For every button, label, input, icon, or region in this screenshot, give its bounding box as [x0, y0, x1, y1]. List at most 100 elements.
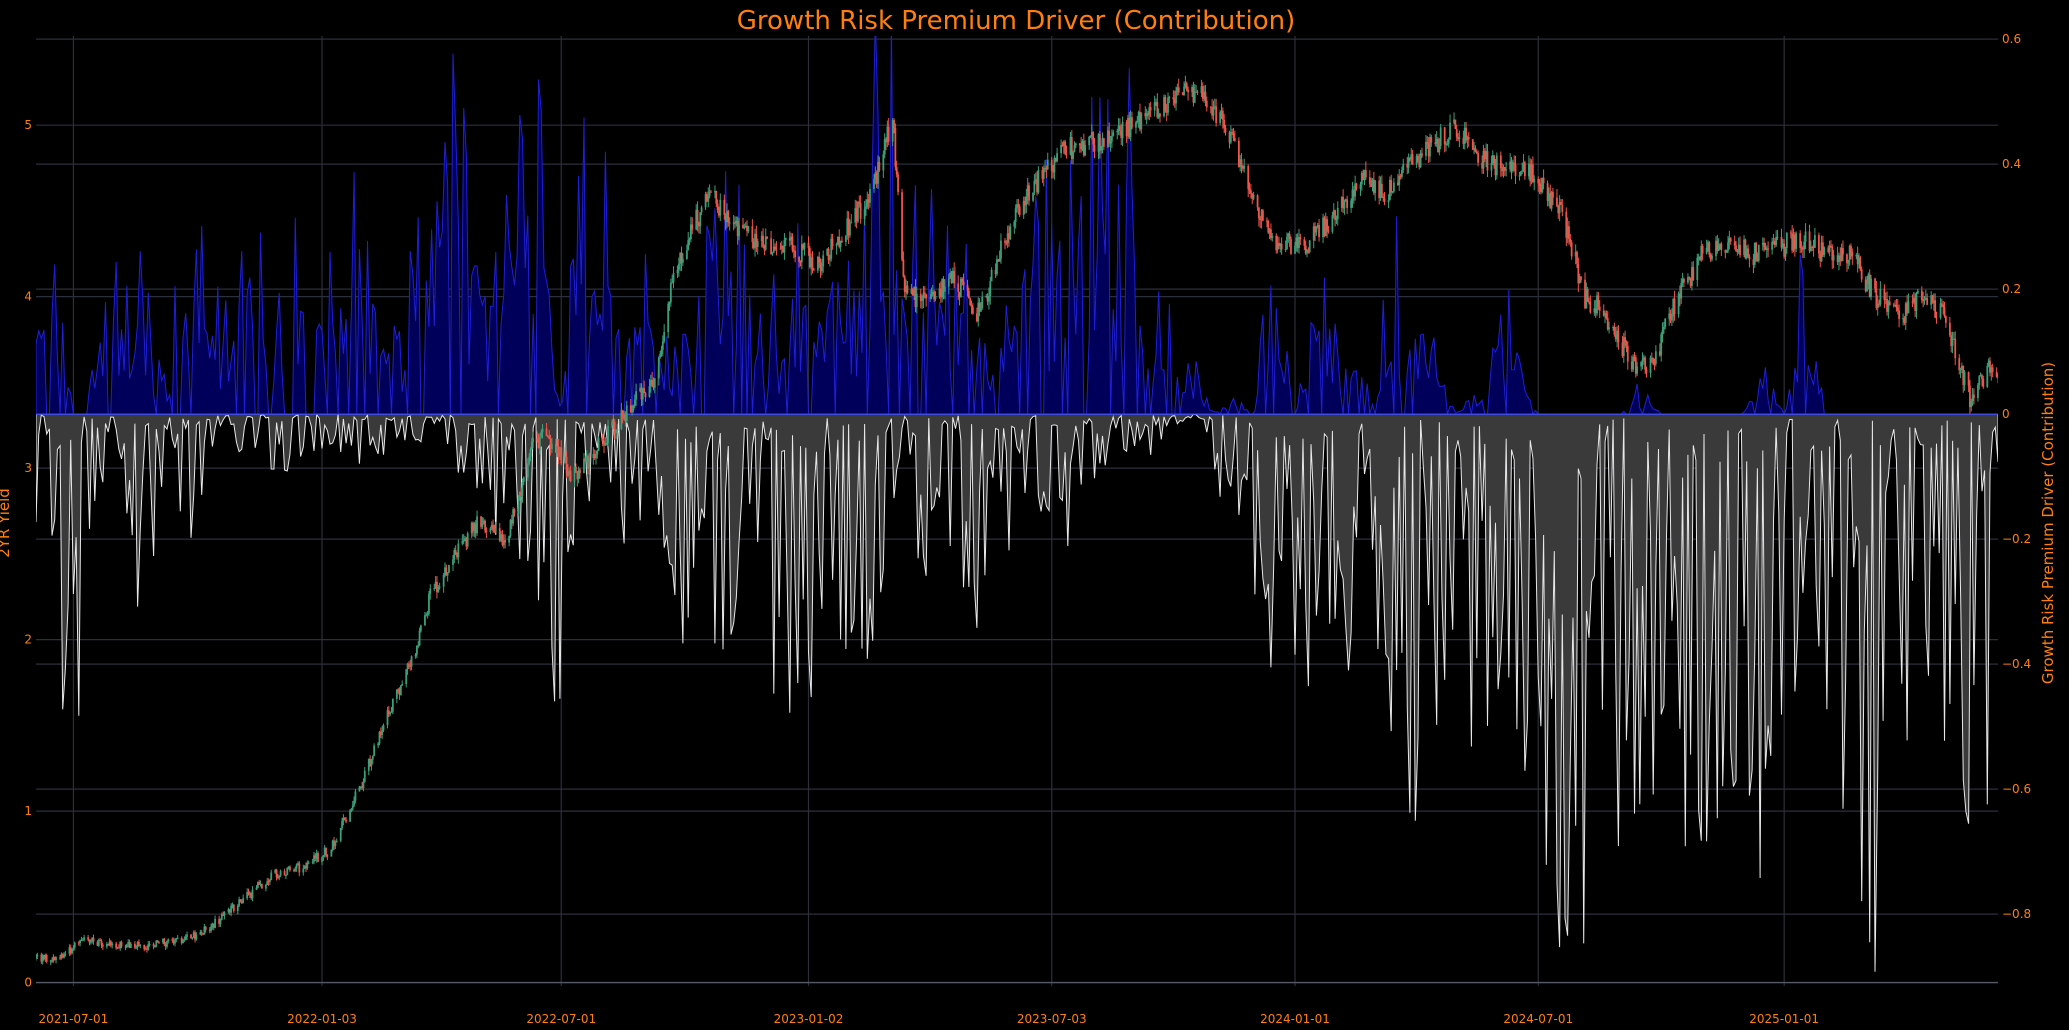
candle-body	[1427, 143, 1430, 157]
candle-body	[218, 918, 221, 924]
candle-body	[190, 934, 192, 939]
candle-body	[1907, 301, 1910, 314]
candle-body	[407, 663, 410, 665]
candle-body	[537, 440, 540, 449]
candle-body	[1312, 226, 1315, 241]
candle-body	[762, 235, 764, 247]
candle-body	[1323, 217, 1326, 237]
candle-body	[1036, 179, 1038, 193]
candle-body	[398, 691, 401, 696]
chart-title: Growth Risk Premium Driver (Contribution…	[737, 6, 1295, 36]
candle-body	[978, 302, 981, 312]
candle-body	[812, 269, 815, 271]
candle-body	[1514, 164, 1517, 176]
candle-body	[1499, 155, 1502, 169]
candle-body	[811, 257, 814, 270]
candle-body	[958, 291, 961, 298]
candle-body	[950, 272, 953, 283]
candle-body	[53, 956, 56, 961]
candle-body	[363, 770, 366, 782]
candle-body	[1736, 251, 1739, 253]
candle-body	[387, 710, 390, 715]
candle-body	[1346, 199, 1349, 208]
x-tick-label: 2024-07-01	[1503, 1012, 1573, 1026]
candle-body	[1286, 236, 1288, 249]
candle-body	[1696, 257, 1699, 281]
candle-body	[445, 567, 448, 576]
candle-body	[1271, 235, 1274, 239]
candle-body	[1728, 238, 1731, 243]
candle-body	[232, 904, 235, 912]
candle-body	[1350, 200, 1353, 208]
candle-body	[278, 875, 281, 878]
candle-body	[1954, 338, 1957, 359]
candle-body	[417, 645, 420, 647]
candle-body	[517, 497, 520, 514]
candle-body	[1809, 246, 1812, 251]
candle-body	[835, 244, 838, 247]
candle-body	[1557, 206, 1560, 214]
candle-body	[43, 955, 45, 959]
candle-body	[498, 528, 501, 541]
candle-body	[97, 939, 100, 946]
candle-body	[1101, 138, 1104, 146]
candle-body	[1485, 151, 1488, 160]
candle-body	[557, 446, 560, 457]
y-left-tick-label: 5	[24, 118, 32, 132]
candle-body	[981, 296, 984, 308]
candle-body	[409, 664, 412, 667]
candle-body	[1716, 240, 1719, 251]
candle-body	[1915, 293, 1918, 311]
candle-body	[1904, 303, 1907, 323]
candle-body	[1466, 137, 1469, 141]
candle-body	[64, 953, 67, 955]
candle-body	[607, 425, 609, 443]
candle-body	[1733, 241, 1736, 246]
candle-body	[1846, 254, 1848, 264]
candle-body	[1727, 242, 1729, 251]
candle-body	[799, 261, 802, 263]
candle-body	[40, 954, 43, 962]
candle-body	[1989, 360, 1991, 373]
candle-body	[1056, 153, 1058, 162]
candle-body	[1717, 244, 1720, 251]
candle-body	[138, 941, 140, 946]
candle-body	[1447, 139, 1450, 144]
candle-body	[369, 758, 372, 767]
candle-body	[550, 443, 553, 449]
candle-body	[1886, 298, 1888, 312]
candle-body	[828, 258, 831, 261]
candle-body	[1991, 367, 1994, 372]
candle-body	[575, 466, 577, 472]
candle-body	[522, 477, 525, 482]
candle-body	[1681, 278, 1684, 283]
candle-body	[1522, 162, 1525, 171]
candle-body	[1708, 242, 1711, 255]
candle-body	[911, 289, 914, 296]
candle-body	[1533, 178, 1536, 183]
candle-body	[816, 256, 819, 271]
candle-body	[326, 855, 329, 857]
candle-body	[267, 881, 270, 883]
candle-body	[676, 269, 679, 274]
candle-body	[867, 199, 870, 203]
candle-body	[1195, 91, 1197, 93]
candle-body	[1108, 130, 1111, 144]
candle-body	[1561, 204, 1564, 212]
candle-body	[727, 211, 730, 223]
candle-body	[1923, 298, 1926, 302]
candle-body	[1967, 372, 1970, 386]
candle-body	[1645, 369, 1648, 373]
candle-body	[1215, 106, 1218, 123]
candle-body	[1948, 322, 1951, 336]
candle-body	[1018, 206, 1021, 216]
candle-body	[1453, 119, 1455, 123]
candle-body	[1220, 110, 1223, 113]
candle-body	[1986, 365, 1989, 387]
candle-body	[45, 955, 48, 962]
candle-body	[560, 447, 563, 464]
candle-body	[1278, 242, 1280, 247]
candle-body	[826, 248, 829, 256]
candle-body	[1172, 97, 1175, 100]
candle-body	[1308, 240, 1311, 253]
